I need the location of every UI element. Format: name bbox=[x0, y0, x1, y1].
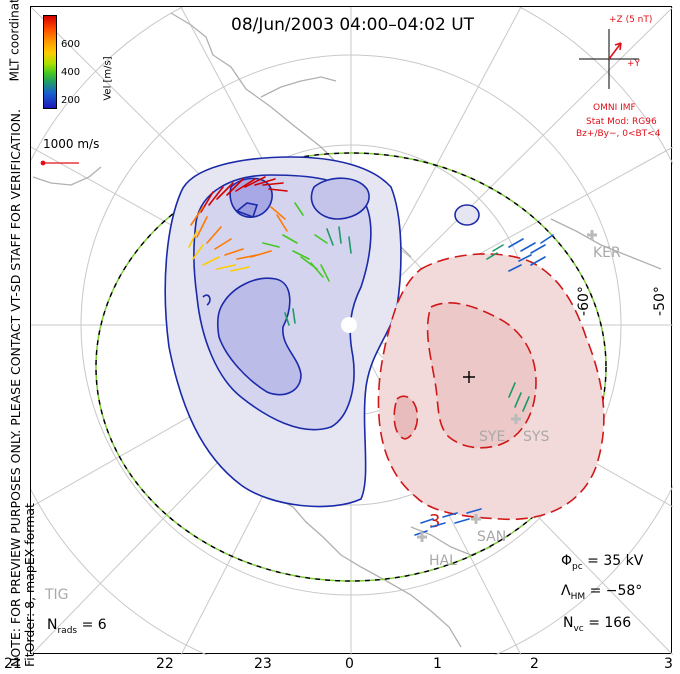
colorbar-tick: 600 bbox=[61, 39, 81, 50]
mlt-hour-label: 22 bbox=[156, 656, 174, 672]
imf-z-label: +Z (5 nT) bbox=[609, 15, 653, 25]
imf-vector bbox=[608, 42, 622, 60]
imf-source: OMNI IMF bbox=[593, 103, 636, 113]
reference-vector-label: 1000 m/s bbox=[43, 137, 100, 151]
phi-pc-value: = 35 kV bbox=[587, 553, 644, 569]
latitude-label: -60° bbox=[575, 286, 592, 316]
polar-map: 3 bbox=[31, 7, 673, 655]
n-rads-value: = 6 bbox=[81, 617, 107, 633]
plot-title: 08/Jun/2003 04:00–04:02 UT bbox=[231, 15, 475, 35]
mlt-hour-label: 1 bbox=[433, 656, 442, 672]
preview-note-line2: FitOrder: 8, mapEX format bbox=[22, 503, 37, 667]
station-label: SYS bbox=[523, 429, 550, 445]
lambda-hm-value: = −58° bbox=[589, 583, 643, 599]
colorbar-tick: 400 bbox=[61, 67, 81, 78]
mlt-hour-label: 0 bbox=[345, 656, 354, 672]
coordinates-label: MLT coordinates bbox=[7, 0, 22, 82]
map-frame: 3 bbox=[30, 6, 673, 655]
colorbar-unit: Vel [m/s] bbox=[102, 56, 114, 101]
station-label: KER bbox=[593, 245, 621, 261]
n-vc-value: = 166 bbox=[588, 615, 632, 631]
pole-gap bbox=[341, 317, 357, 333]
positive-convection-cell bbox=[377, 253, 605, 521]
contour-label: 3 bbox=[429, 511, 440, 532]
imf-y-label: +Y bbox=[627, 59, 641, 69]
station-label: HAL bbox=[429, 553, 457, 569]
mlt-hour-label: 23 bbox=[254, 656, 272, 672]
imf-model: Stat Mod: RG96 bbox=[586, 117, 657, 127]
latitude-label: -50° bbox=[651, 286, 668, 316]
preview-note-line1: NOTE: FOR PREVIEW PURPOSES ONLY. PLEASE … bbox=[8, 109, 23, 667]
station-label: SAN bbox=[477, 529, 507, 545]
imf-condition: Bz+/By−, 0<BT<4 bbox=[576, 129, 661, 139]
station-label: TIG bbox=[45, 587, 69, 603]
n-vc-readout: Nvc = 166 bbox=[563, 615, 632, 634]
mlt-hour-label: 3 bbox=[664, 656, 673, 672]
lambda-hm-readout: ΛHM = −58° bbox=[561, 583, 643, 602]
reference-vector bbox=[40, 160, 79, 166]
velocity-vectors bbox=[188, 176, 554, 536]
pole-marker bbox=[463, 371, 475, 383]
mlt-hour-label: 21 bbox=[4, 656, 22, 672]
station-markers bbox=[417, 230, 597, 542]
station-label: SYE bbox=[479, 429, 506, 445]
mlt-hour-label: 2 bbox=[530, 656, 539, 672]
colorbar-tick: 200 bbox=[61, 95, 81, 106]
preview-note: NOTE: FOR PREVIEW PURPOSES ONLY. PLEASE … bbox=[8, 27, 37, 667]
velocity-colorbar bbox=[43, 15, 57, 109]
phi-pc-readout: Φpc = 35 kV bbox=[561, 553, 644, 572]
n-rads-readout: Nrads = 6 bbox=[47, 617, 107, 636]
